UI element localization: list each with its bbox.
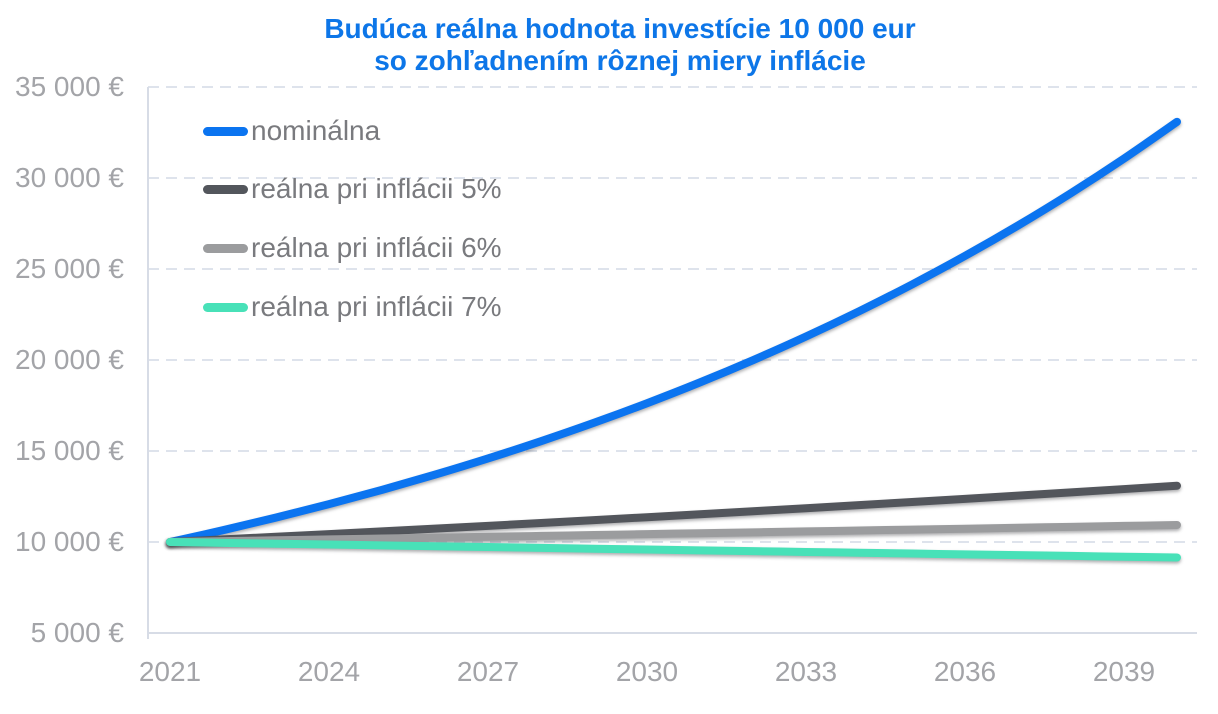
x-tick-label: 2024 [297,656,361,687]
x-tick-label: 2021 [138,656,202,687]
series-line-realna-5 [166,481,1181,546]
legend-label: reálna pri inflácii 5% [251,173,502,204]
series-line-realna-7 [166,538,1181,562]
x-tick-label: 2036 [933,656,997,687]
legend-swatch-realna-inflacia-7 [203,302,248,312]
legend-swatch-realna-inflacia-6 [203,243,248,253]
y-tick-label: 30 000 € [15,162,124,193]
y-tick-label: 15 000 € [15,435,124,466]
y-tick-label: 5 000 € [30,617,124,648]
series-line-realna-6 [166,520,1181,546]
x-tick-label: 2033 [774,656,838,687]
legend-swatch-nominalna [203,126,248,136]
x-tick-label: 2030 [615,656,679,687]
legend-item-realna-inflacia-7: reálna pri inflácii 7% [203,290,502,324]
y-tick-label: 20 000 € [15,344,124,375]
chart-title-line1: Budúca reálna hodnota investície 10 000 … [324,13,916,44]
legend-swatch-realna-inflacia-5 [203,184,248,194]
y-tick-label: 35 000 € [15,71,124,102]
chart-title: Budúca reálna hodnota investície 10 000 … [20,13,1218,77]
x-tick-label: 2027 [456,656,520,687]
y-tick-label: 25 000 € [15,253,124,284]
legend-label: reálna pri inflácii 7% [251,291,502,322]
legend-item-nominalna: nominálna [203,114,380,148]
chart-title-line2: so zohľadnením rôznej miery inflácie [374,45,866,76]
legend-label: nominálna [251,115,381,146]
series-line-nominalna [166,117,1181,546]
legend-item-realna-inflacia-6: reálna pri inflácii 6% [203,231,502,265]
y-tick-label: 10 000 € [15,526,124,557]
legend-label: reálna pri inflácii 6% [251,232,502,263]
x-tick-label: 2039 [1092,656,1156,687]
legend-item-realna-inflacia-5: reálna pri inflácii 5% [203,172,502,206]
